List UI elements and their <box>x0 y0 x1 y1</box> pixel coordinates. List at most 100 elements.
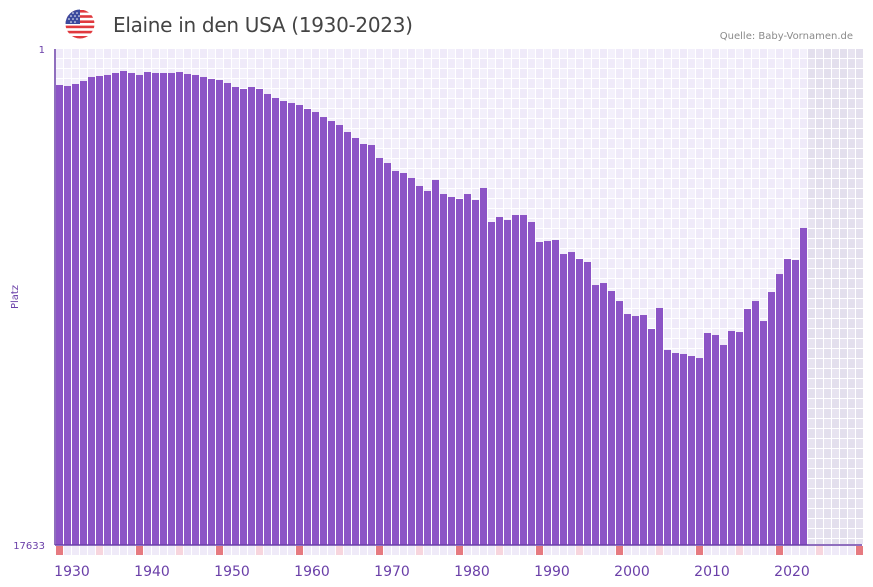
grid-cell <box>680 149 687 158</box>
grid-cell <box>736 179 743 188</box>
grid-cell <box>488 159 495 168</box>
grid-cell <box>680 339 687 348</box>
grid-cell <box>544 149 551 158</box>
grid-cell <box>744 169 751 178</box>
grid-cell <box>824 439 831 448</box>
grid-cell <box>296 69 303 78</box>
grid-cell <box>560 199 567 208</box>
grid-cell <box>728 189 735 198</box>
grid-cell <box>816 369 823 378</box>
grid-cell <box>792 79 799 88</box>
grid-cell <box>712 129 719 138</box>
grid-cell <box>848 129 855 138</box>
grid-cell <box>608 239 615 248</box>
grid-cell <box>664 79 671 88</box>
grid-cell <box>680 189 687 198</box>
grid-cell <box>312 69 319 78</box>
grid-cell <box>768 249 775 258</box>
grid-cell <box>816 149 823 158</box>
grid-cell <box>704 309 711 318</box>
grid-cell <box>832 489 839 498</box>
grid-cell <box>832 209 839 218</box>
grid-cell <box>448 189 455 198</box>
grid-cell <box>680 349 687 358</box>
grid-cell <box>488 139 495 148</box>
grid-cell <box>824 469 831 478</box>
grid-cell <box>664 199 671 208</box>
grid-cell <box>744 279 751 288</box>
grid-cell <box>184 59 191 68</box>
grid-cell <box>376 149 383 158</box>
grid-cell <box>120 49 127 58</box>
grid-cell <box>680 259 687 268</box>
grid-cell <box>464 59 471 68</box>
grid-cell <box>456 179 463 188</box>
grid-cell <box>840 69 847 78</box>
grid-cell <box>544 169 551 178</box>
grid-cell <box>648 249 655 258</box>
grid-cell <box>704 209 711 218</box>
grid-cell <box>496 59 503 68</box>
grid-cell <box>848 229 855 238</box>
grid-cell <box>672 149 679 158</box>
grid-cell <box>536 49 543 58</box>
grid-cell <box>552 179 559 188</box>
grid-cell <box>544 199 551 208</box>
grid-cell <box>808 239 815 248</box>
grid-cell <box>552 99 559 108</box>
grid-cell <box>488 99 495 108</box>
grid-cell <box>256 49 263 58</box>
grid-cell <box>744 299 751 308</box>
grid-cell <box>744 109 751 118</box>
grid-cell <box>816 239 823 248</box>
grid-cell <box>768 99 775 108</box>
grid-cell <box>600 249 607 258</box>
grid-cell <box>488 179 495 188</box>
grid-cell <box>816 359 823 368</box>
grid-cell <box>552 209 559 218</box>
grid-cell <box>568 99 575 108</box>
grid-cell <box>768 129 775 138</box>
grid-cell <box>696 249 703 258</box>
grid-cell <box>688 69 695 78</box>
grid-cell <box>736 119 743 128</box>
grid-cell <box>824 99 831 108</box>
grid-cell <box>464 149 471 158</box>
grid-cell <box>584 239 591 248</box>
grid-cell <box>800 89 807 98</box>
grid-cell <box>744 139 751 148</box>
grid-cell <box>704 289 711 298</box>
grid-cell <box>504 79 511 88</box>
grid-cell <box>632 279 639 288</box>
grid-cell <box>648 129 655 138</box>
grid-cell <box>480 169 487 178</box>
grid-cell <box>648 279 655 288</box>
grid-cell <box>136 69 143 78</box>
grid-cell <box>680 119 687 128</box>
grid-cell <box>776 159 783 168</box>
grid-cell <box>624 239 631 248</box>
grid-cell <box>480 129 487 138</box>
grid-cell <box>640 229 647 238</box>
grid-cell <box>408 129 415 138</box>
grid-cell <box>816 299 823 308</box>
grid-cell <box>832 289 839 298</box>
grid-cell <box>720 339 727 348</box>
grid-cell <box>528 69 535 78</box>
grid-cell <box>608 269 615 278</box>
grid-cell <box>728 109 735 118</box>
grid-cell <box>328 49 335 58</box>
grid-cell <box>576 139 583 148</box>
grid-cell <box>832 399 839 408</box>
grid-cell <box>800 139 807 148</box>
grid-cell <box>496 199 503 208</box>
grid-cell <box>624 249 631 258</box>
grid-cell <box>800 149 807 158</box>
grid-cell <box>848 379 855 388</box>
grid-cell <box>848 439 855 448</box>
grid-cell <box>816 79 823 88</box>
grid-cell <box>632 229 639 238</box>
grid-cell <box>752 209 759 218</box>
grid-cell <box>680 269 687 278</box>
grid-cell <box>784 199 791 208</box>
